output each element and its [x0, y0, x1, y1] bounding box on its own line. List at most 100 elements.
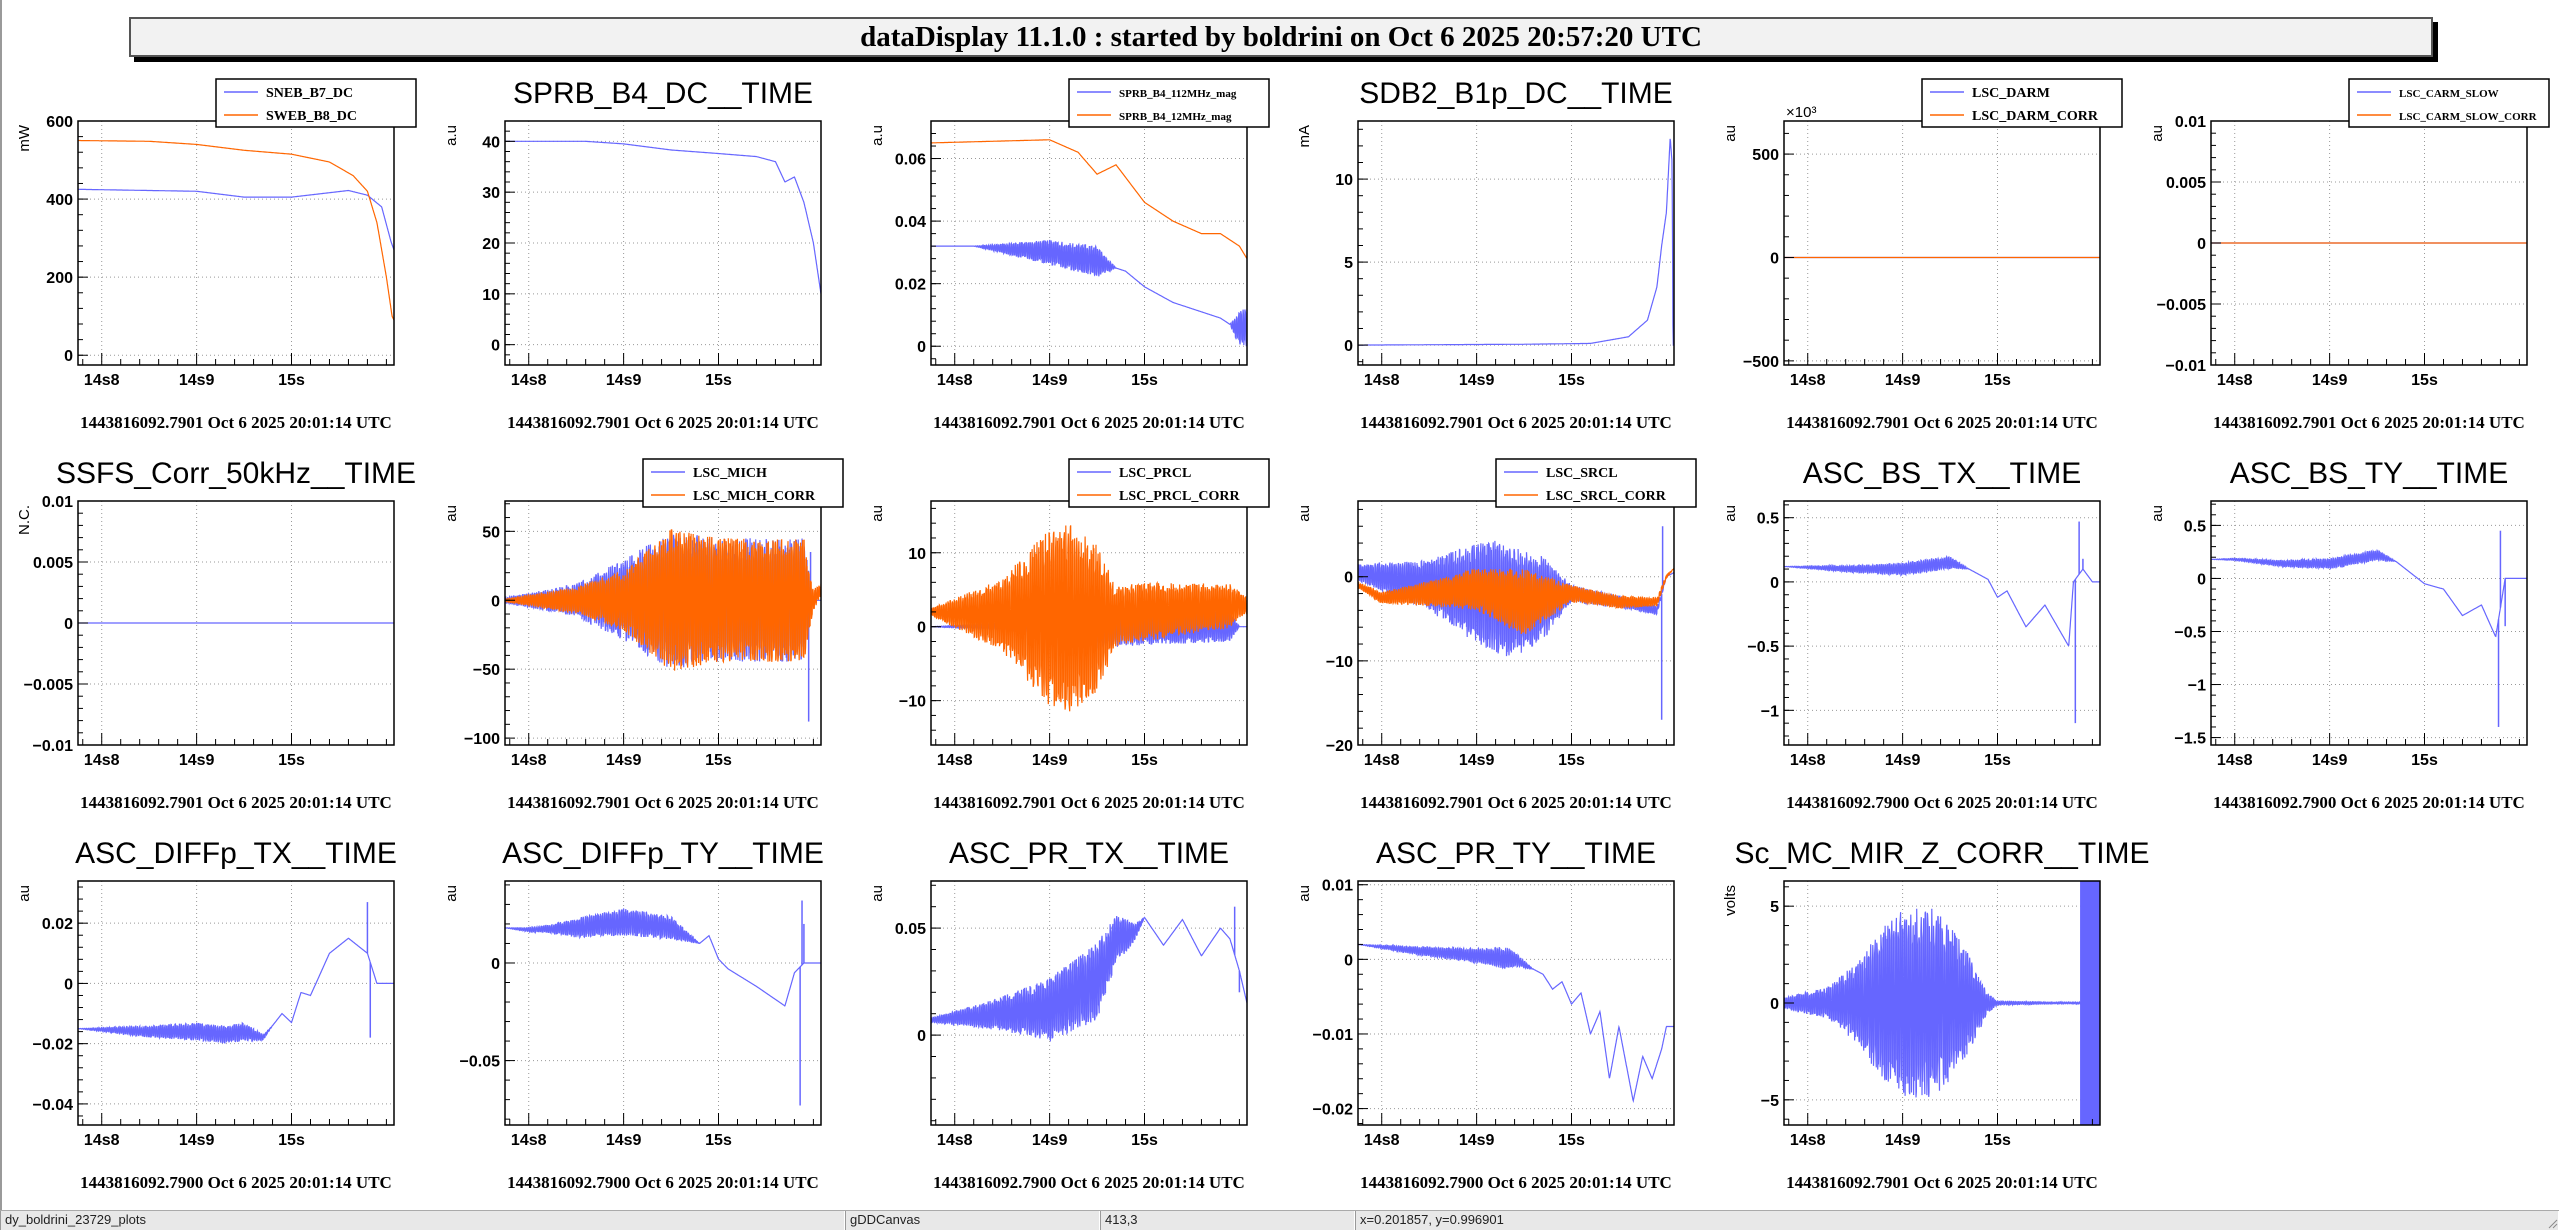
y-tick-label: −10: [899, 694, 926, 711]
chart-panel-8: 14s8 14s9 15s −100 −50 0 50 au 1443816092.7901 O…: [443, 458, 844, 812]
y-tick-label: 600: [46, 114, 73, 131]
chart-timestamp: 1443816092.7901 Oct 6 2025 20:01:14 UTC: [80, 793, 392, 812]
y-axis-exponent: ×10³: [1786, 104, 1816, 121]
x-tick-label: 14s8: [511, 1132, 547, 1149]
x-tick-label: 14s8: [511, 752, 547, 769]
series-line-SDB2_B1p_DC: [1358, 138, 1674, 346]
y-tick-label: 20: [482, 236, 500, 253]
y-tick-label: 0: [491, 593, 500, 610]
y-axis-label: au: [869, 885, 886, 902]
x-tick-label: 14s8: [937, 1132, 973, 1149]
y-tick-label: −10: [1326, 654, 1353, 671]
y-tick-label: 0: [1344, 570, 1353, 587]
chart-timestamp: 1443816092.7900 Oct 6 2025 20:01:14 UTC: [1786, 793, 2098, 812]
x-tick-label: 14s8: [1364, 752, 1400, 769]
chart-legend: SPRB_B4_112MHz_mag SPRB_B4_12MHz_mag: [1068, 78, 1270, 128]
chart-timestamp: 1443816092.7900 Oct 6 2025 20:01:14 UTC: [507, 1173, 819, 1192]
y-axis-label: mA: [1296, 125, 1313, 148]
x-tick-label: 14s9: [1032, 752, 1068, 769]
y-tick-label: 0.005: [33, 555, 73, 572]
y-tick-label: 0: [491, 338, 500, 355]
chart-panel-15: 14s8 14s9 15s 0 0.05 au ASC_PR_TX__TIME 1443816…: [869, 837, 1248, 1192]
y-axis-label: volts: [1722, 885, 1739, 916]
x-tick-label: 14s9: [606, 1132, 642, 1149]
x-tick-label: 15s: [705, 752, 732, 769]
chart-panel-1: 14s8 14s9 15s 0 200 400 600 mW 1443816092.7901 O…: [16, 78, 417, 432]
y-tick-label: −100: [464, 731, 500, 748]
resize-grip-icon[interactable]: [2546, 1217, 2558, 1229]
chart-panel-14: 14s8 14s9 15s −0.05 0 au ASC_DIFFp_TY__TIME 144…: [443, 837, 824, 1192]
plot-frame: [1783, 120, 2101, 366]
x-tick-label: 14s8: [1364, 372, 1400, 389]
y-axis-label: a.u: [443, 125, 460, 146]
x-tick-label: 14s9: [1885, 752, 1921, 769]
y-tick-label: −0.5: [2174, 624, 2206, 641]
y-tick-label: 500: [1752, 147, 1779, 164]
y-tick-label: −1: [1761, 703, 1779, 720]
chart-legend: LSC_MICH LSC_MICH_CORR: [642, 458, 844, 508]
y-tick-label: 0: [1770, 996, 1779, 1013]
y-axis-label: au: [1296, 505, 1313, 522]
chart-timestamp: 1443816092.7901 Oct 6 2025 20:01:14 UTC: [1360, 793, 1672, 812]
legend-box: [1068, 78, 1270, 128]
y-tick-label: −20: [1326, 738, 1353, 755]
canvas-title-box: dataDisplay 11.1.0 : started by boldrini…: [129, 17, 2433, 57]
y-axis-label: mW: [16, 124, 33, 151]
chart-title: SDB2_B1p_DC__TIME: [1359, 77, 1672, 110]
y-tick-label: −500: [1743, 354, 1779, 371]
y-axis-label: au: [1722, 505, 1739, 522]
x-tick-label: 14s8: [2217, 372, 2253, 389]
x-tick-label: 15s: [705, 372, 732, 389]
y-tick-label: 0: [64, 348, 73, 365]
x-tick-label: 14s8: [1364, 1132, 1400, 1149]
y-tick-label: 0: [1770, 575, 1779, 592]
x-tick-label: 14s8: [1790, 1132, 1826, 1149]
chart-legend: LSC_DARM LSC_DARM_CORR: [1921, 78, 2123, 128]
x-tick-label: 14s9: [1032, 1132, 1068, 1149]
x-tick-label: 15s: [1558, 752, 1585, 769]
plot-frame: [930, 120, 1248, 366]
status-pixel-coords: 413,3: [1100, 1211, 1355, 1230]
y-tick-label: 30: [482, 185, 500, 202]
legend-entry: SPRB_B4_112MHz_mag: [1119, 88, 1237, 100]
chart-legend: LSC_PRCL LSC_PRCL_CORR: [1068, 458, 1270, 508]
y-tick-label: 0.5: [2184, 518, 2206, 535]
series-line-Sc_MC_MIR_Z_CORR: [1784, 908, 2100, 1098]
series-line-SPRB_B4_DC: [505, 140, 821, 294]
y-tick-label: −0.01: [1313, 1027, 1354, 1044]
y-tick-label: 0: [917, 339, 926, 356]
x-tick-label: 14s8: [84, 752, 120, 769]
y-tick-label: 0: [917, 1028, 926, 1045]
legend-entry: LSC_DARM: [1972, 86, 2050, 101]
chart-timestamp: 1443816092.7901 Oct 6 2025 20:01:14 UTC: [80, 413, 392, 432]
chart-timestamp: 1443816092.7901 Oct 6 2025 20:01:14 UTC: [933, 413, 1245, 432]
x-tick-label: 14s9: [606, 752, 642, 769]
x-tick-label: 14s8: [2217, 752, 2253, 769]
y-axis-label: au: [443, 505, 460, 522]
x-tick-label: 14s9: [2312, 372, 2348, 389]
series-line-ASC_PR_TY: [1358, 943, 1674, 1104]
window-left-border: [0, 0, 2, 1210]
chart-panel-12: 14s8 14s9 15s −1.5 −1 −0.5 0 0.5 au ASC_BS_TY__TI…: [2149, 457, 2528, 812]
y-tick-label: 10: [1335, 172, 1353, 189]
legend-entry: LSC_PRCL: [1119, 466, 1191, 481]
y-tick-label: 5: [1344, 255, 1353, 272]
y-tick-label: −0.05: [460, 1054, 501, 1071]
plot-frame: [504, 880, 822, 1126]
y-tick-label: 10: [482, 287, 500, 304]
y-tick-label: 0: [917, 620, 926, 637]
chart-timestamp: 1443816092.7901 Oct 6 2025 20:01:14 UTC: [1360, 413, 1672, 432]
y-tick-label: −0.04: [33, 1097, 74, 1114]
x-tick-label: 14s9: [179, 372, 215, 389]
chart-title: SPRB_B4_DC__TIME: [513, 77, 813, 110]
y-tick-label: 40: [482, 134, 500, 151]
series-group: [505, 140, 821, 294]
legend-box: [1068, 458, 1270, 508]
status-object-name: gDDCanvas: [845, 1211, 1100, 1230]
chart-title: ASC_BS_TY__TIME: [2230, 457, 2508, 490]
legend-entry: LSC_MICH_CORR: [693, 489, 816, 504]
chart-title: ASC_PR_TX__TIME: [949, 837, 1229, 870]
series-line-ASC_PR_TX: [931, 915, 1247, 1043]
y-tick-label: 0.5: [1757, 511, 1779, 528]
